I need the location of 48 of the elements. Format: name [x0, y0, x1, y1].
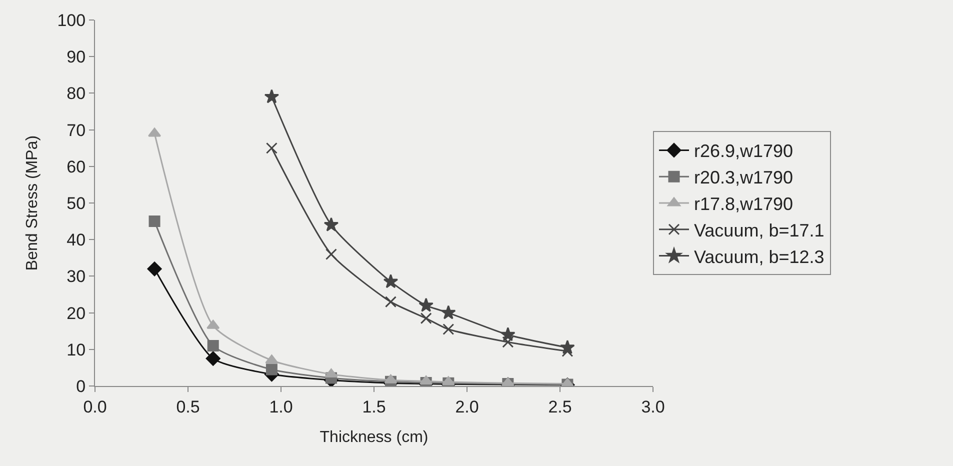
x-tick-label: 0.5 [176, 397, 200, 416]
y-axis-title: Bend Stress (MPa) [24, 135, 42, 271]
point [206, 320, 220, 329]
y-tick-label: 0 [76, 376, 86, 396]
legend-label: r26.9,w1790 [694, 141, 794, 162]
legend-label: r17.8,w1790 [694, 194, 794, 214]
point [442, 324, 454, 336]
point [148, 128, 162, 137]
point [147, 262, 162, 276]
legend-label: r20.3,w1790 [694, 168, 794, 188]
point [264, 89, 280, 104]
y-tick-label: 20 [66, 304, 86, 323]
point [500, 327, 516, 342]
point [418, 298, 434, 312]
point [148, 216, 160, 228]
point [265, 354, 278, 364]
point [384, 374, 398, 384]
point [266, 364, 278, 376]
x-tick-label: 1.0 [269, 397, 293, 416]
x-tick-label: 2.0 [455, 397, 479, 416]
point [206, 351, 220, 366]
point [325, 248, 337, 260]
point [560, 340, 575, 354]
y-tick-label: 10 [66, 340, 86, 360]
y-tick-label: 70 [66, 120, 86, 140]
x-tick-label: 2.5 [548, 397, 572, 416]
point [420, 312, 432, 324]
y-tick-label: 100 [57, 10, 86, 30]
point [384, 296, 396, 308]
point [440, 305, 456, 320]
x-tick-label: 1.5 [362, 397, 386, 416]
legend-label: Vacuum, b=17.1 [694, 220, 824, 240]
point [324, 217, 339, 232]
y-tick-label: 60 [66, 157, 86, 176]
x-axis-title: Thickness (cm) [320, 429, 428, 446]
legend-label: Vacuum, b=12.3 [694, 246, 824, 267]
point [324, 368, 338, 378]
x-tick-label: 0.0 [83, 397, 107, 416]
y-tick-label: 40 [66, 230, 86, 250]
point [266, 142, 278, 154]
y-tick-label: 30 [66, 267, 86, 286]
point [207, 340, 219, 352]
y-tick-label: 90 [66, 48, 86, 67]
y-tick-label: 80 [66, 84, 86, 104]
point [383, 274, 398, 288]
x-tick-label: 3.0 [641, 397, 665, 416]
point [502, 336, 514, 348]
y-tick-label: 50 [66, 194, 86, 213]
